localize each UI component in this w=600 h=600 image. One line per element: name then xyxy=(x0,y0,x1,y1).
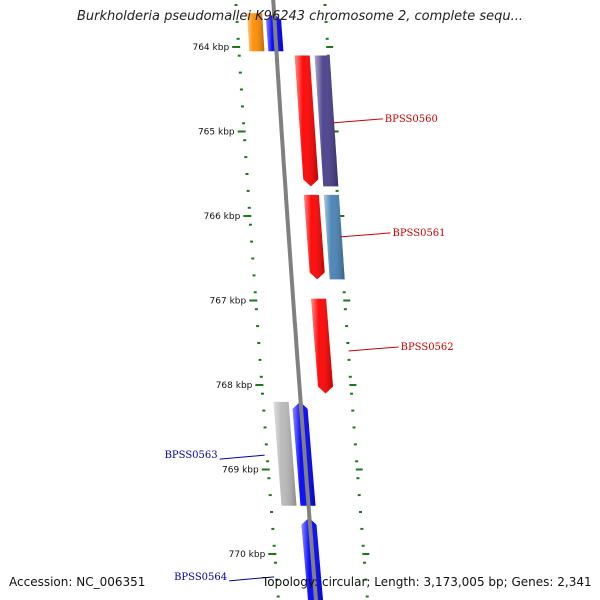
tick-label: 770 kbp xyxy=(229,550,266,560)
tick-label: 765 kbp xyxy=(198,128,235,138)
gene-labels: BPSS0560 BPSS0561 BPSS0562 BPSS0563 BPSS0564 xyxy=(165,114,454,583)
label-leader-line xyxy=(219,454,265,460)
tick-label: 767 kbp xyxy=(210,297,247,307)
label-leader-line xyxy=(340,232,391,238)
gene-shading xyxy=(314,55,339,187)
tick-label: 769 kbp xyxy=(222,466,259,476)
gene-label-BPSS0563[interactable]: BPSS0563 xyxy=(165,450,218,461)
gene-shading xyxy=(273,401,297,506)
map-title: Burkholderia pseudomallei K96243 chromos… xyxy=(76,9,524,24)
label-leader-line xyxy=(332,118,383,124)
scale-ticks: 764 kbp 765 kbp 766 kbp 767 kbp 768 kbp 769 k… xyxy=(192,4,370,598)
tick-label: 764 kbp xyxy=(192,43,229,53)
chromosome-backbone xyxy=(271,0,318,600)
gene-shading xyxy=(294,55,319,187)
label-leader-line xyxy=(348,346,399,352)
gene-features xyxy=(247,13,345,600)
label-leader-line xyxy=(229,576,275,582)
gene-label-BPSS0562[interactable]: BPSS0562 xyxy=(401,342,454,353)
gene-label-BPSS0561[interactable]: BPSS0561 xyxy=(392,228,445,239)
gene-shading xyxy=(311,298,333,394)
accession-text: Accession: NC_006351 xyxy=(9,575,146,589)
gene-shading xyxy=(303,194,325,280)
gene-label-BPSS0560[interactable]: BPSS0560 xyxy=(385,114,438,125)
gene-shading xyxy=(247,13,265,52)
tick-label: 766 kbp xyxy=(204,212,241,222)
topology-summary-text: Topology: circular; Length: 3,173,005 bp… xyxy=(262,575,592,589)
tick-label: 768 kbp xyxy=(216,381,253,391)
gene-label-BPSS0564[interactable]: BPSS0564 xyxy=(174,572,227,583)
gene-shading xyxy=(323,194,345,280)
